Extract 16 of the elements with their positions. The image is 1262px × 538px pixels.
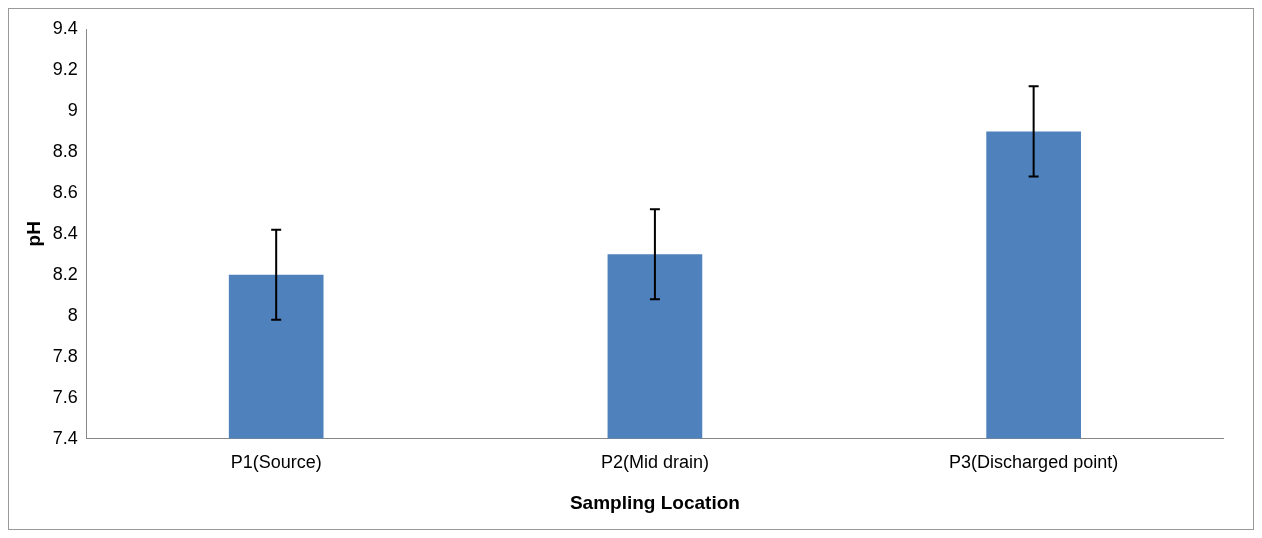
x-tick-label: P1(Source) [230,452,322,473]
y-tick-label: 9.4 [52,17,78,38]
x-axis-title: Sampling Location [569,491,740,513]
y-tick-label: 9 [67,99,78,120]
x-tick-label: P2(Mid drain) [600,452,709,473]
y-tick-label: 8.4 [52,222,78,243]
y-tick-label: 8.6 [52,181,78,202]
y-tick-label: 8.2 [52,263,78,284]
y-tick-label: 7.6 [52,386,78,407]
x-tick-label: P3(Discharged point) [949,452,1119,473]
y-tick-label: 9.2 [52,58,78,79]
y-axis-title: pH [22,221,44,247]
y-tick-label: 8 [67,304,78,325]
y-tick-label: 7.8 [52,345,78,366]
y-tick-label: 8.8 [52,140,78,161]
y-tick-label: 7.4 [52,427,78,448]
